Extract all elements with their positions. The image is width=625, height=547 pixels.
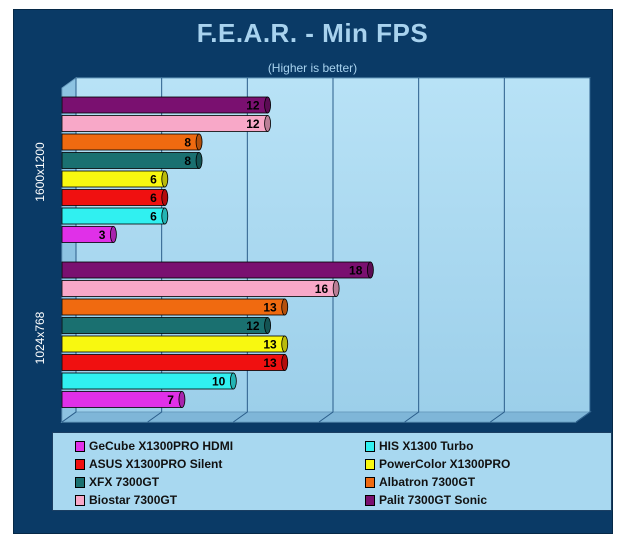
bar-cap xyxy=(161,207,169,225)
bar-body xyxy=(61,335,286,353)
legend-label: Albatron 7300GT xyxy=(379,475,476,489)
data-label: 3 xyxy=(99,228,106,242)
legend-swatch xyxy=(75,477,85,488)
bar-cap xyxy=(161,189,169,206)
legend-label: XFX 7300GT xyxy=(89,475,160,489)
data-label: 10 xyxy=(212,375,226,389)
data-label: 16 xyxy=(315,282,329,296)
chart-title: F.E.A.R. - Min FPS xyxy=(196,18,429,48)
legend-label: PowerColor X1300PRO xyxy=(379,457,511,471)
gridline xyxy=(490,78,505,423)
bar: 18 xyxy=(61,261,374,279)
bar-body xyxy=(61,115,269,132)
bar-body xyxy=(61,280,337,297)
bar: 13 xyxy=(61,335,289,353)
data-label: 8 xyxy=(184,154,191,168)
data-label: 6 xyxy=(150,191,157,205)
bar: 6 xyxy=(61,189,169,206)
legend-swatch xyxy=(365,441,375,452)
legend-label: HIS X1300 Turbo xyxy=(379,439,474,453)
bar: 8 xyxy=(61,152,203,169)
bar-cap xyxy=(281,298,289,316)
bar-cap xyxy=(195,133,203,151)
bar-cap xyxy=(161,170,169,188)
bar: 13 xyxy=(61,354,289,371)
bar-cap xyxy=(281,335,289,353)
bar-cap xyxy=(229,372,237,390)
legend-label: GeCube X1300PRO HDMI xyxy=(89,439,234,453)
bar-cap xyxy=(264,96,272,114)
data-label: 12 xyxy=(246,319,260,333)
bar-cap xyxy=(264,115,272,132)
bar-body xyxy=(61,152,200,169)
bar: 10 xyxy=(61,372,237,390)
legend-swatch xyxy=(365,495,375,506)
data-label: 7 xyxy=(167,393,174,407)
legend-label: Palit 7300GT Sonic xyxy=(379,493,488,507)
legend-swatch xyxy=(365,459,375,470)
legend-label: Biostar 7300GT xyxy=(89,493,178,507)
bar: 8 xyxy=(61,133,203,151)
category-label: 1600x1200 xyxy=(33,142,47,202)
bar-body xyxy=(61,391,183,408)
bar: 12 xyxy=(61,317,272,334)
data-label: 8 xyxy=(184,136,191,150)
bar-body xyxy=(61,298,286,316)
data-label: 18 xyxy=(349,264,363,278)
bar-cap xyxy=(110,226,117,243)
bar: 12 xyxy=(61,115,272,132)
bar: 13 xyxy=(61,298,289,316)
bar-cap xyxy=(281,354,289,371)
bar: 12 xyxy=(61,96,272,114)
bar-cap xyxy=(195,152,203,169)
data-label: 6 xyxy=(150,210,157,224)
bar-body xyxy=(61,354,286,371)
gridline xyxy=(233,78,248,423)
bar-cap xyxy=(178,391,186,408)
bar-cap xyxy=(332,280,340,297)
bar-body xyxy=(61,317,269,334)
data-label: 12 xyxy=(246,117,260,131)
data-label: 12 xyxy=(246,99,260,113)
data-label: 13 xyxy=(263,301,277,315)
bar: 7 xyxy=(61,391,186,408)
gridline xyxy=(404,78,420,423)
bar-body xyxy=(61,96,269,114)
legend-swatch xyxy=(75,495,85,506)
data-label: 13 xyxy=(263,356,277,370)
category-label: 1024x768 xyxy=(33,311,47,364)
bar-body xyxy=(61,226,114,243)
bar-body xyxy=(61,372,234,390)
legend-swatch xyxy=(75,459,85,470)
legend-label: ASUS X1300PRO Silent xyxy=(89,457,223,471)
legend-swatch xyxy=(365,477,375,488)
bar-body xyxy=(61,133,200,151)
bar-cap xyxy=(264,317,272,334)
chart-subtitle: (Higher is better) xyxy=(267,61,358,75)
data-label: 6 xyxy=(150,173,157,187)
data-label: 13 xyxy=(263,338,277,352)
gridline xyxy=(575,78,591,423)
bar: 16 xyxy=(61,280,340,297)
bar: 3 xyxy=(61,226,117,243)
bar: 6 xyxy=(61,207,169,225)
chart-legend: GeCube X1300PRO HDMI HIS X1300 Turbo ASUS … xyxy=(52,432,612,511)
gridline xyxy=(318,78,334,423)
bar: 6 xyxy=(61,170,169,188)
bar-cap xyxy=(366,261,374,279)
bar-body xyxy=(61,261,371,279)
legend-swatch xyxy=(75,441,85,452)
